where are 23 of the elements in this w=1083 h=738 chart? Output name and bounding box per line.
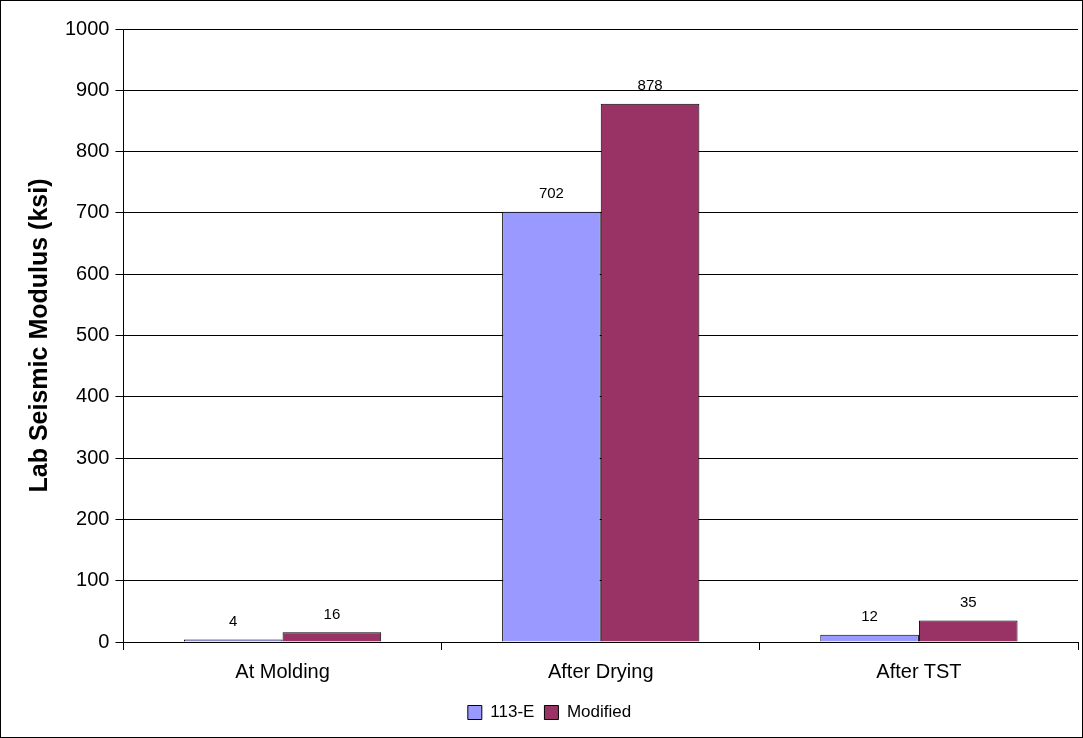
data-label: 35 bbox=[959, 593, 977, 611]
x-tick-label: At Molding bbox=[235, 659, 330, 682]
data-label: 878 bbox=[637, 76, 663, 94]
y-axis-title: Lab Seismic Modulus (ksi) bbox=[23, 178, 52, 493]
y-tick-label: 500 bbox=[76, 323, 110, 346]
x-tick-label: After Drying bbox=[547, 659, 654, 682]
y-tick-label: 200 bbox=[76, 506, 110, 529]
y-tick-label: 400 bbox=[76, 384, 110, 407]
y-tick-label: 100 bbox=[76, 568, 110, 591]
data-label: 16 bbox=[323, 604, 341, 622]
y-tick-label: 300 bbox=[76, 445, 110, 468]
legend-label: Modified bbox=[566, 702, 632, 722]
y-tick-label: 900 bbox=[76, 77, 110, 100]
data-label: 702 bbox=[538, 184, 564, 202]
y-tick-label: 800 bbox=[76, 139, 110, 162]
y-tick-label: 1000 bbox=[64, 16, 110, 39]
y-tick-label: 0 bbox=[98, 629, 110, 652]
data-label: 4 bbox=[229, 612, 238, 630]
legend-label: 113-E bbox=[490, 702, 535, 722]
y-tick-label: 700 bbox=[76, 200, 110, 223]
data-label: 12 bbox=[861, 607, 878, 625]
x-tick-label: After TST bbox=[876, 659, 962, 682]
y-tick-label: 600 bbox=[76, 261, 110, 284]
